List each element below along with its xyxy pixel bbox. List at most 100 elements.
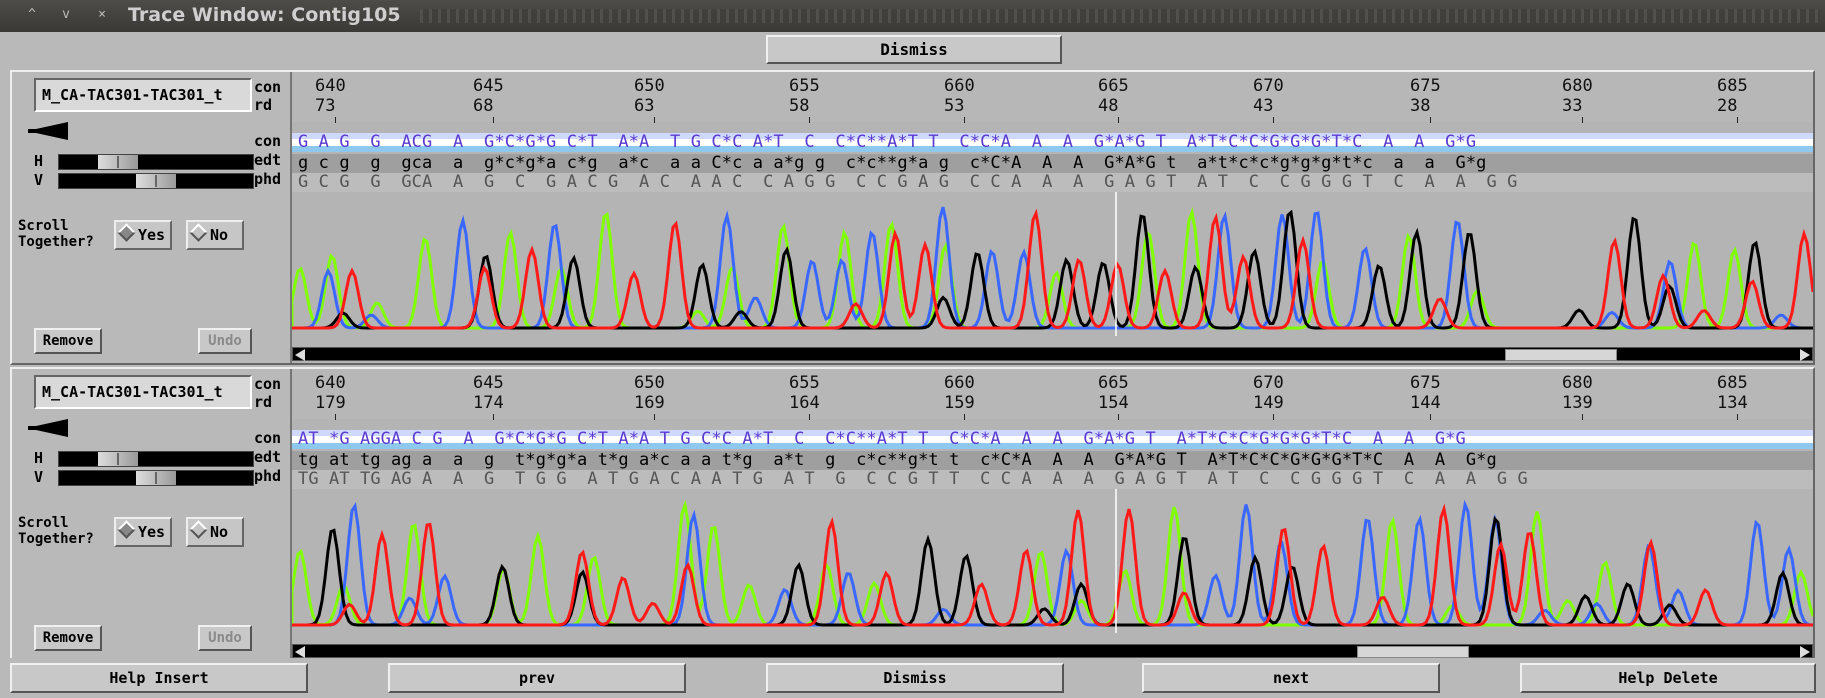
ruler-tick — [964, 414, 965, 420]
scroll-yes-radio[interactable]: Yes — [114, 220, 172, 250]
consensus-position-label: 675 — [1410, 373, 1441, 393]
scrollbar-thumb[interactable] — [1357, 646, 1470, 658]
remove-button[interactable]: Remove — [34, 625, 102, 651]
consensus-track: G A G G ACG A G*C*G*G C*T A*A T G C*C A*… — [292, 133, 1813, 152]
consensus-sequence: AT *G AGGA C G A G*C*G*G C*T A*A T G C*C… — [298, 429, 1466, 449]
ruler-tick — [1118, 117, 1119, 123]
h-zoom-label: H — [34, 449, 44, 467]
trace-panel: M_CA-TAC301-TAC301_t con rd con edt phd H V Scro… — [10, 70, 1815, 365]
trace-view: 640 73 645 68 650 63 655 58 660 53 665 48 670 43 675 38… — [292, 72, 1813, 363]
undo-button[interactable]: Undo — [198, 625, 252, 651]
window-titlebar: ^ v × Trace Window: Contig105 — [0, 0, 1825, 32]
consensus-position-label: 685 — [1717, 76, 1748, 96]
phred-track: G C G G GCA A G C G A C G A C A A C C A … — [292, 173, 1813, 192]
dismiss-bottom-button[interactable]: Dismiss — [766, 663, 1064, 693]
edited-track[interactable]: g c g g gca a g*c*g*a c*g a*c a a C*c a … — [292, 154, 1813, 173]
scroll-yes-radio[interactable]: Yes — [114, 517, 172, 547]
consensus-position-label: 640 — [315, 373, 346, 393]
position-ruler: 640 73 645 68 650 63 655 58 660 53 665 48 670 43 675 38… — [292, 72, 1813, 123]
track-label-con: con — [254, 429, 282, 447]
ruler-tick — [654, 117, 655, 123]
help-delete-button[interactable]: Help Delete — [1520, 663, 1816, 693]
scroll-left-arrow-icon[interactable] — [295, 646, 305, 658]
chromatogram-traces — [292, 192, 1813, 336]
v-zoom-slider[interactable] — [58, 470, 254, 486]
sequence-name-field[interactable]: M_CA-TAC301-TAC301_t — [34, 78, 252, 112]
position-ruler: 640 179 645 174 650 169 655 164 660 159 665 154 670 1… — [292, 369, 1813, 420]
trace-panel-controls: M_CA-TAC301-TAC301_t con rd con edt phd H V Scro… — [12, 369, 292, 660]
remove-button[interactable]: Remove — [34, 328, 102, 354]
minimize-icon[interactable]: ^ — [28, 7, 36, 22]
ruler-tick — [335, 414, 336, 420]
ruler-tick — [1430, 117, 1431, 123]
rd-row-label: rd — [254, 393, 273, 411]
read-position-label: 164 — [789, 393, 820, 413]
track-label-con: con — [254, 132, 282, 150]
trace-t-line — [292, 503, 1813, 627]
track-label-phd: phd — [254, 467, 282, 485]
h-zoom-thumb[interactable] — [97, 155, 138, 169]
consensus-sequence: G A G G ACG A G*C*G*G C*T A*A T G C*C A*… — [298, 132, 1477, 152]
scroll-left-arrow-icon[interactable] — [295, 349, 305, 361]
yes-label: Yes — [138, 226, 166, 244]
scroll-right-arrow-icon[interactable] — [1800, 349, 1810, 361]
ruler-tick — [1737, 414, 1738, 420]
scrollbar-thumb[interactable] — [1505, 349, 1618, 361]
edited-sequence[interactable]: g c g g gca a g*c*g*a c*g a*c a a C*c a … — [298, 153, 1487, 173]
scroll-right-arrow-icon[interactable] — [1800, 646, 1810, 658]
ruler-tick — [1273, 117, 1274, 123]
read-position-label: 63 — [634, 96, 655, 116]
read-position-label: 149 — [1253, 393, 1284, 413]
help-insert-button[interactable]: Help Insert — [10, 663, 308, 693]
consensus-position-label: 670 — [1253, 373, 1284, 393]
dismiss-top-button[interactable]: Dismiss — [766, 35, 1062, 64]
prev-button[interactable]: prev — [388, 663, 686, 693]
scroll-no-radio[interactable]: No — [186, 220, 244, 250]
ruler-tick — [1737, 117, 1738, 123]
h-zoom-thumb[interactable] — [97, 452, 138, 466]
ruler-tick — [964, 117, 965, 123]
scroll-no-radio[interactable]: No — [186, 517, 244, 547]
phred-sequence: G C G G GCA A G C G A C G A C A A C C A … — [298, 172, 1518, 192]
read-position-label: 48 — [1098, 96, 1119, 116]
no-label: No — [210, 226, 229, 244]
phred-sequence: TG AT TG AG A A G T G G A T G A C A A T … — [298, 469, 1528, 489]
sequence-name-field[interactable]: M_CA-TAC301-TAC301_t — [34, 375, 252, 409]
consensus-position-label: 665 — [1098, 373, 1129, 393]
edited-sequence[interactable]: tg at tg ag a a g t*g*g*a t*g a*c a a t*… — [298, 450, 1497, 470]
trace-a-line — [292, 499, 1813, 627]
ruler-tick — [1582, 117, 1583, 123]
read-position-label: 33 — [1562, 96, 1583, 116]
radio-diamond-icon — [189, 520, 208, 539]
read-position-label: 174 — [473, 393, 504, 413]
v-zoom-thumb[interactable] — [136, 471, 176, 485]
read-position-label: 53 — [944, 96, 965, 116]
maximize-icon[interactable]: v — [62, 7, 70, 22]
trace-view: 640 179 645 174 650 169 655 164 660 159 665 154 670 1… — [292, 369, 1813, 660]
close-icon[interactable]: × — [98, 7, 106, 22]
consensus-position-label: 645 — [473, 373, 504, 393]
speaker-icon[interactable] — [22, 122, 68, 140]
ruler-tick — [493, 414, 494, 420]
window-title: Trace Window: Contig105 — [128, 4, 401, 26]
h-zoom-slider[interactable] — [58, 451, 254, 467]
v-zoom-label: V — [34, 171, 44, 189]
v-zoom-thumb[interactable] — [136, 174, 176, 188]
ruler-tick — [1582, 414, 1583, 420]
v-zoom-label: V — [34, 468, 44, 486]
read-position-label: 169 — [634, 393, 665, 413]
consensus-position-label: 650 — [634, 373, 665, 393]
undo-button[interactable]: Undo — [198, 328, 252, 354]
track-label-phd: phd — [254, 170, 282, 188]
rd-row-label: rd — [254, 96, 273, 114]
con-row-label: con — [254, 375, 282, 393]
h-zoom-slider[interactable] — [58, 154, 254, 170]
trace-scrollbar[interactable] — [292, 644, 1813, 658]
edited-track[interactable]: tg at tg ag a a g t*g*g*a t*g a*c a a t*… — [292, 451, 1813, 470]
v-zoom-slider[interactable] — [58, 173, 254, 189]
ruler-tick — [654, 414, 655, 420]
trace-scrollbar[interactable] — [292, 347, 1813, 361]
speaker-icon[interactable] — [22, 419, 68, 437]
ruler-tick — [809, 117, 810, 123]
next-button[interactable]: next — [1142, 663, 1440, 693]
